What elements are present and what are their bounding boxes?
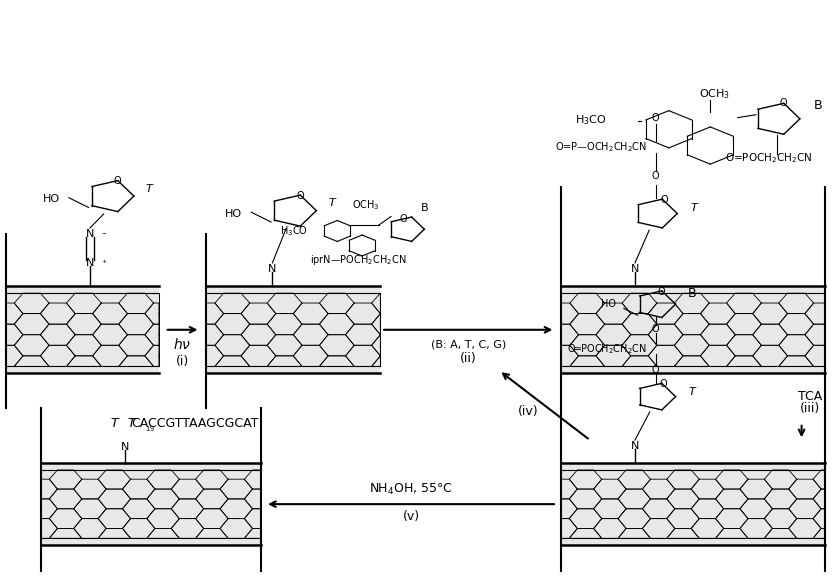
- Text: N: N: [631, 441, 639, 451]
- Text: O: O: [651, 365, 660, 375]
- Text: $^+$: $^+$: [100, 259, 107, 267]
- Text: (v): (v): [403, 510, 419, 523]
- Text: O: O: [658, 287, 666, 297]
- Text: $T$: $T$: [127, 418, 137, 430]
- Text: B: B: [687, 287, 696, 300]
- Text: (i): (i): [176, 355, 189, 369]
- FancyBboxPatch shape: [42, 464, 261, 545]
- Text: $T$: $T$: [110, 418, 121, 430]
- Text: B: B: [420, 203, 428, 213]
- Text: N: N: [268, 264, 276, 274]
- Text: (B: A, T, C, G): (B: A, T, C, G): [431, 339, 506, 349]
- Text: CACCGTTAAGCGCAT: CACCGTTAAGCGCAT: [131, 418, 259, 430]
- Text: O: O: [296, 191, 304, 201]
- FancyBboxPatch shape: [561, 464, 825, 545]
- Text: O=POCH$_2$CH$_2$CN: O=POCH$_2$CH$_2$CN: [725, 151, 812, 165]
- Text: O: O: [651, 324, 660, 333]
- Text: B: B: [814, 99, 822, 112]
- Text: O: O: [114, 176, 121, 186]
- Text: $T$: $T$: [687, 385, 697, 397]
- Text: HO: HO: [42, 194, 60, 204]
- Text: N: N: [86, 229, 94, 239]
- Text: O: O: [780, 98, 787, 107]
- Text: OCH$_3$: OCH$_3$: [353, 198, 380, 212]
- Text: H$_3$CO: H$_3$CO: [575, 114, 607, 127]
- Text: TCA: TCA: [798, 390, 822, 403]
- Text: (ii): (ii): [460, 352, 477, 366]
- Text: H$_3$CO: H$_3$CO: [280, 224, 308, 238]
- Text: O: O: [660, 379, 667, 389]
- Text: $_{19}$: $_{19}$: [146, 423, 156, 433]
- Text: O: O: [399, 214, 408, 224]
- Text: O=P—OCH$_2$CH$_2$CN: O=P—OCH$_2$CH$_2$CN: [555, 140, 647, 154]
- Text: O: O: [651, 171, 660, 182]
- Text: $T$: $T$: [328, 196, 338, 208]
- Text: N: N: [631, 264, 639, 274]
- Text: (iv): (iv): [518, 405, 538, 418]
- Text: (iii): (iii): [800, 402, 820, 415]
- Text: $T$: $T$: [146, 182, 155, 194]
- FancyBboxPatch shape: [561, 286, 825, 373]
- Text: HO: HO: [225, 209, 242, 219]
- Text: O═POCH$_2$CH$_2$CN: O═POCH$_2$CH$_2$CN: [567, 342, 647, 356]
- FancyBboxPatch shape: [6, 286, 159, 373]
- Text: N: N: [86, 258, 94, 268]
- Text: h$\nu$: h$\nu$: [174, 337, 191, 352]
- Text: HO: HO: [601, 299, 616, 309]
- FancyBboxPatch shape: [206, 286, 380, 373]
- Text: O: O: [661, 195, 668, 205]
- Text: iprN—POCH$_2$CH$_2$CN: iprN—POCH$_2$CH$_2$CN: [310, 253, 406, 267]
- Text: OCH$_3$: OCH$_3$: [699, 88, 730, 101]
- Text: NH$_4$OH, 55°C: NH$_4$OH, 55°C: [369, 482, 453, 497]
- Text: O: O: [651, 113, 660, 123]
- Text: $^-$: $^-$: [100, 230, 107, 238]
- Text: $T$: $T$: [691, 201, 700, 214]
- Text: N: N: [121, 442, 129, 452]
